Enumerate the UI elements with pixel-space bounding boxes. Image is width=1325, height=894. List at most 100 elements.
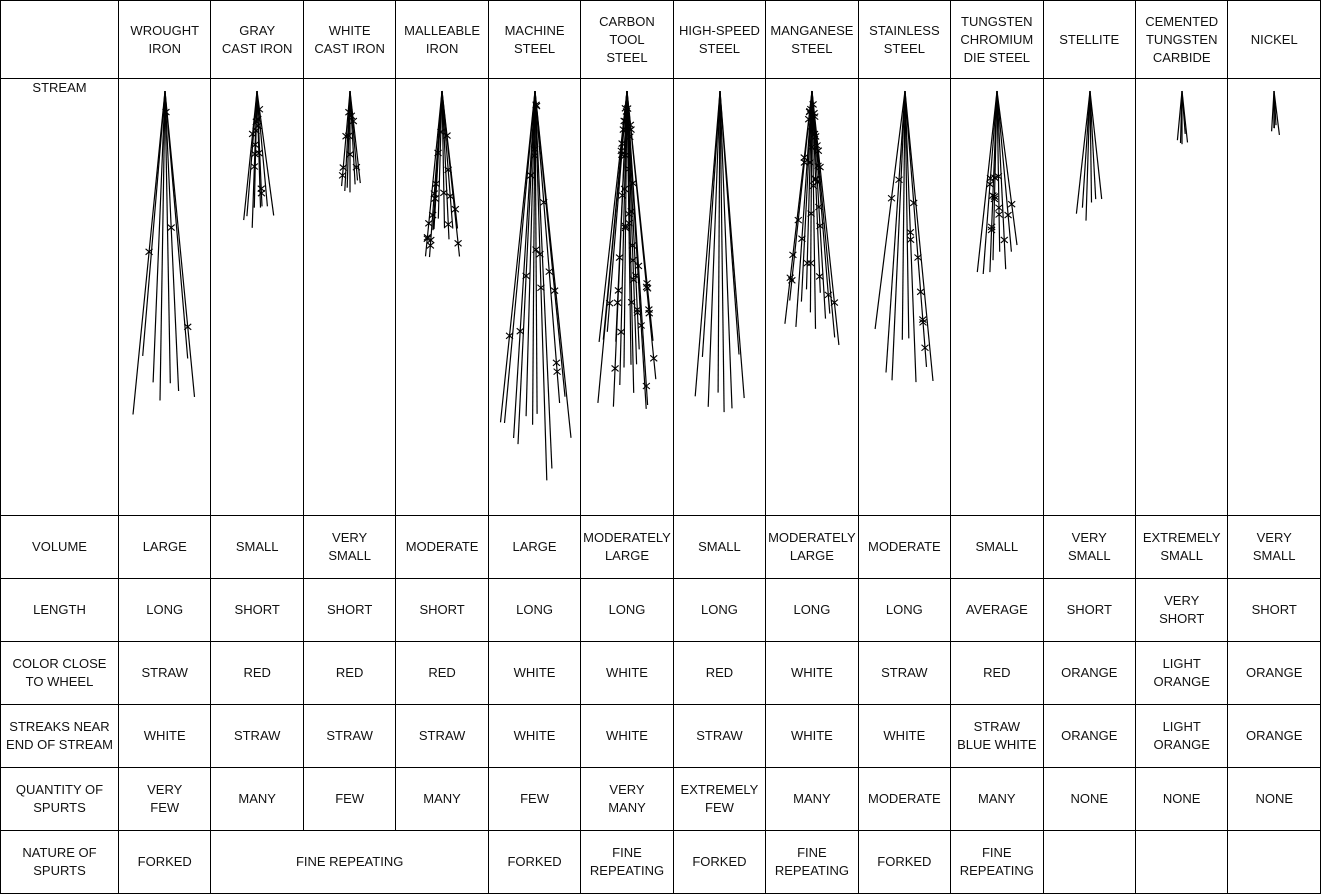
cell: MODERATE: [396, 516, 488, 579]
spark-drawing: [304, 79, 396, 515]
spark-drawing: [674, 79, 766, 515]
spark-line: [875, 91, 905, 329]
cell: SHORT: [211, 579, 303, 642]
stream-cell: [766, 79, 858, 516]
cell: LARGE: [119, 516, 211, 579]
cell: RED: [303, 642, 395, 705]
cell: WHITE: [488, 705, 580, 768]
spark-drawing: [119, 79, 211, 515]
cell: LARGE: [488, 516, 580, 579]
row-label: QUANTITY OF SPURTS: [1, 768, 119, 831]
cell: SHORT: [1228, 579, 1321, 642]
spark-drawing: [859, 79, 951, 515]
stream-cell: [488, 79, 580, 516]
cell: RED: [211, 642, 303, 705]
stream-cell: [1135, 79, 1227, 516]
spark-drawing: [766, 79, 858, 515]
cell: FINE REPEATING: [951, 831, 1043, 894]
cell: MANY: [211, 768, 303, 831]
cell: LIGHT ORANGE: [1135, 705, 1227, 768]
cell: STRAW: [119, 642, 211, 705]
stream-cell: [1043, 79, 1135, 516]
stream-cell: [303, 79, 395, 516]
cell: STRAW: [303, 705, 395, 768]
cell: EXTREMELY SMALL: [1135, 516, 1227, 579]
cell: AVERAGE: [951, 579, 1043, 642]
cell: MODERATE: [858, 516, 950, 579]
cell: LONG: [488, 579, 580, 642]
row-label: STREAM: [1, 79, 119, 516]
cell: WHITE: [119, 705, 211, 768]
cell: WHITE: [581, 642, 673, 705]
column-header: CEMENTED TUNGSTEN CARBIDE: [1135, 1, 1227, 79]
spark-drawing: [581, 79, 673, 515]
column-header: TUNGSTEN CHROMIUM DIE STEEL: [951, 1, 1043, 79]
column-header: HIGH-SPEED STEEL: [673, 1, 765, 79]
stream-cell: [211, 79, 303, 516]
cell: ORANGE: [1228, 642, 1321, 705]
stream-cell: [581, 79, 673, 516]
cell: ORANGE: [1043, 642, 1135, 705]
cell: SMALL: [211, 516, 303, 579]
spark-drawing: [396, 79, 488, 515]
cell: VERY MANY: [581, 768, 673, 831]
spark-line: [165, 91, 179, 391]
column-header: MANGANESE STEEL: [766, 1, 858, 79]
cell: STRAW: [673, 705, 765, 768]
row-label: STREAKS NEAR END OF STREAM: [1, 705, 119, 768]
column-header: MALLEABLE IRON: [396, 1, 488, 79]
cell: RED: [673, 642, 765, 705]
cell: WHITE: [581, 705, 673, 768]
cell: FINE REPEATING: [581, 831, 673, 894]
cell: NONE: [1228, 768, 1321, 831]
stream-row: STREAM: [1, 79, 1321, 516]
cell: FORKED: [858, 831, 950, 894]
empty-cell: [1135, 831, 1227, 894]
cell: WHITE: [858, 705, 950, 768]
cell: MODERATELY LARGE: [581, 516, 673, 579]
spark-line: [1182, 91, 1188, 142]
cell: FINE REPEATING: [766, 831, 858, 894]
cell: NONE: [1135, 768, 1227, 831]
stream-cell: [858, 79, 950, 516]
stream-cell: [396, 79, 488, 516]
cell: FEW: [303, 768, 395, 831]
cell: SHORT: [396, 579, 488, 642]
stream-cell: [673, 79, 765, 516]
spark-line: [442, 91, 460, 257]
cell: RED: [951, 642, 1043, 705]
cell: STRAW: [396, 705, 488, 768]
cell: STRAW: [858, 642, 950, 705]
cell: RED: [396, 642, 488, 705]
spark-drawing: [211, 79, 303, 515]
spark-line: [812, 91, 839, 345]
cell: ORANGE: [1228, 705, 1321, 768]
cell: FORKED: [488, 831, 580, 894]
spark-drawing: [489, 79, 581, 515]
spark-drawing: [1136, 79, 1228, 515]
cell: MANY: [951, 768, 1043, 831]
cell: LIGHT ORANGE: [1135, 642, 1227, 705]
empty-cell: [1043, 831, 1135, 894]
spark-drawing: [1044, 79, 1136, 515]
cell: FORKED: [119, 831, 211, 894]
cell: FINE REPEATING: [211, 831, 488, 894]
cell: SHORT: [1043, 579, 1135, 642]
cell: SMALL: [673, 516, 765, 579]
spark-line: [695, 91, 720, 396]
cell: STRAW: [211, 705, 303, 768]
spark-drawing: [1228, 79, 1320, 515]
cell: MANY: [396, 768, 488, 831]
cell: NONE: [1043, 768, 1135, 831]
cell: MODERATE: [858, 768, 950, 831]
spark-line: [997, 91, 1017, 245]
stream-cell: [119, 79, 211, 516]
cell: LONG: [673, 579, 765, 642]
cell: VERY SMALL: [1228, 516, 1321, 579]
